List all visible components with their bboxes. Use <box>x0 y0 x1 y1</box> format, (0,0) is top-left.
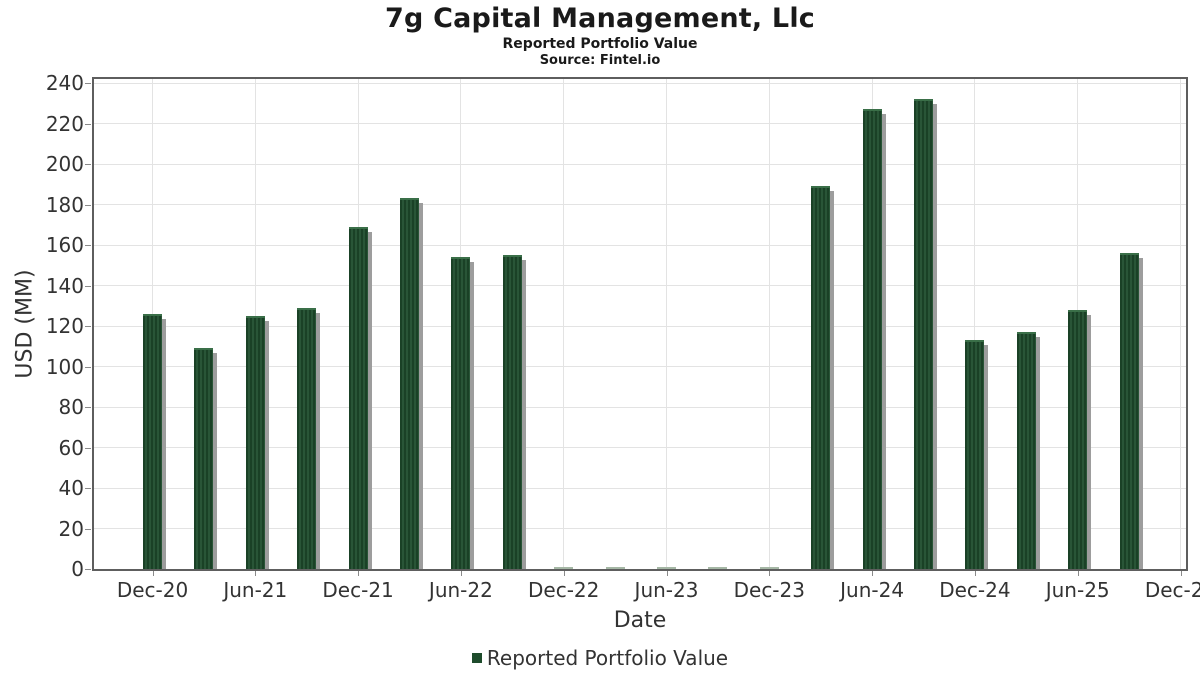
legend-label: Reported Portfolio Value <box>486 646 729 670</box>
x-tick-label: Dec-22 <box>528 578 600 602</box>
gridline-vertical <box>768 79 770 569</box>
bar-Sep-22[interactable] <box>502 255 526 569</box>
x-tick-mark <box>1180 571 1182 576</box>
y-tick-mark <box>85 326 91 327</box>
bar-Jun-24[interactable] <box>862 109 886 569</box>
bar-Jun-21[interactable] <box>245 316 269 569</box>
x-tick-label: Jun-24 <box>840 578 905 602</box>
x-tick-label: Dec-21 <box>322 578 394 602</box>
x-tick-mark <box>666 571 668 576</box>
x-tick-label: Jun-22 <box>428 578 493 602</box>
y-tick-label: 40 <box>58 476 84 500</box>
x-tick-mark <box>563 571 565 576</box>
y-tick-mark <box>85 569 91 570</box>
y-tick-mark <box>85 164 91 165</box>
x-tick-mark <box>872 571 874 576</box>
y-tick-label: 60 <box>58 435 84 460</box>
gridline-horizontal <box>94 123 1186 124</box>
x-axis-title: Date <box>613 608 667 633</box>
bar-Mar-24[interactable] <box>811 186 835 569</box>
y-tick-label: 220 <box>45 111 84 136</box>
bar-Sep-21[interactable] <box>297 308 321 569</box>
y-tick-label: 200 <box>45 152 84 176</box>
bar-Mar-22[interactable] <box>400 198 423 569</box>
bar-Dec-20[interactable] <box>143 314 166 569</box>
bar-Dec-22[interactable] <box>554 567 574 569</box>
legend[interactable]: Reported Portfolio Value <box>0 646 1200 670</box>
y-tick-label: 100 <box>45 354 84 379</box>
y-tick-mark <box>85 447 91 449</box>
bar-Jun-25[interactable] <box>1068 310 1092 569</box>
y-tick-label: 180 <box>45 192 84 217</box>
bar-Jun-23[interactable] <box>657 567 676 569</box>
gridline-horizontal <box>94 487 1186 489</box>
gridline-horizontal <box>94 244 1186 246</box>
y-tick-label: 20 <box>58 516 84 541</box>
x-tick-mark <box>1077 571 1079 576</box>
bar-Mar-23[interactable] <box>605 567 625 569</box>
y-tick-label: 80 <box>58 395 84 419</box>
x-tick-label: Dec-25 <box>1144 578 1200 602</box>
plot-area <box>92 77 1188 571</box>
y-tick-label: 160 <box>45 233 84 257</box>
bar-Mar-25[interactable] <box>1016 332 1040 569</box>
x-tick-label: Jun-23 <box>634 578 699 602</box>
y-tick-label: 140 <box>45 273 84 298</box>
bar-Dec-23[interactable] <box>759 567 779 569</box>
y-tick-mark <box>85 83 91 84</box>
bar-Jun-22[interactable] <box>451 257 475 569</box>
gridline-horizontal <box>94 447 1186 448</box>
x-tick-mark <box>152 571 154 576</box>
y-tick-mark <box>85 366 91 368</box>
x-tick-mark <box>974 571 976 576</box>
chart-title: 7g Capital Management, Llc <box>385 3 815 34</box>
y-tick-label: 120 <box>45 314 84 338</box>
y-tick-mark <box>85 204 91 206</box>
gridline-horizontal <box>94 82 1186 84</box>
chart-source: Source: Fintel.io <box>539 53 661 68</box>
gridline-horizontal <box>94 325 1186 327</box>
bar-Dec-24[interactable] <box>965 340 989 569</box>
gridline-horizontal <box>94 285 1186 286</box>
x-tick-mark <box>460 571 462 576</box>
bar-Mar-21[interactable] <box>194 348 218 569</box>
x-tick-label: Dec-24 <box>939 578 1011 602</box>
y-tick-mark <box>85 528 91 530</box>
gridline-horizontal <box>94 366 1186 367</box>
gridline-vertical <box>563 79 565 569</box>
y-tick-label: 240 <box>45 71 84 95</box>
x-tick-label: Jun-21 <box>223 578 288 602</box>
legend-swatch-icon <box>471 653 482 663</box>
gridline-horizontal <box>94 528 1186 529</box>
x-tick-label: Dec-23 <box>733 578 805 602</box>
gridline-vertical <box>1180 79 1181 569</box>
bar-Sep-23[interactable] <box>708 567 728 569</box>
x-tick-mark <box>769 571 771 576</box>
y-tick-label: 0 <box>71 557 84 581</box>
chart-subtitle: Reported Portfolio Value <box>502 36 698 52</box>
y-tick-mark <box>85 245 91 246</box>
gridline-horizontal <box>94 406 1186 408</box>
bar-Sep-24[interactable] <box>914 99 937 569</box>
gridline-vertical <box>974 79 976 569</box>
gridline-vertical <box>666 79 667 569</box>
bar-Dec-21[interactable] <box>348 227 372 569</box>
y-tick-mark <box>85 407 91 408</box>
y-tick-mark <box>85 488 91 489</box>
x-tick-label: Jun-25 <box>1045 578 1110 602</box>
gridline-horizontal <box>94 163 1186 165</box>
x-tick-mark <box>255 571 257 576</box>
y-tick-mark <box>85 285 91 287</box>
x-tick-label: Dec-20 <box>116 578 189 602</box>
gridline-horizontal <box>94 204 1186 205</box>
x-tick-mark <box>358 571 360 576</box>
y-tick-mark <box>85 123 91 125</box>
bar-Sep-25[interactable] <box>1119 253 1143 569</box>
